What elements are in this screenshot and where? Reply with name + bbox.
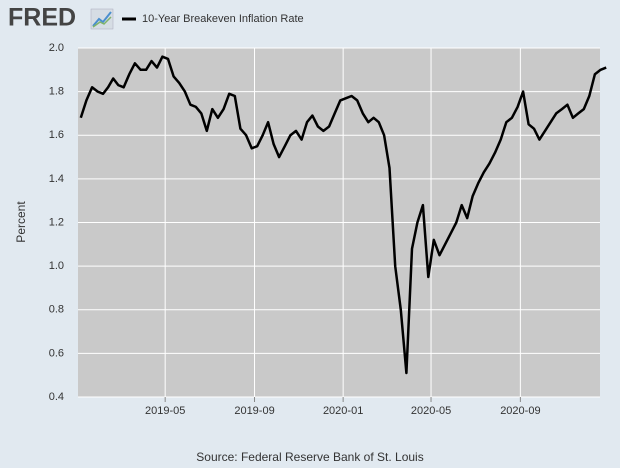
- y-tick-label: 1.8: [49, 86, 64, 98]
- y-tick-label: 1.6: [49, 129, 64, 141]
- x-tick-label: 2020-01: [323, 405, 363, 417]
- y-tick-label: 0.8: [49, 304, 64, 316]
- legend-label: 10-Year Breakeven Inflation Rate: [142, 13, 304, 25]
- y-tick-label: 1.0: [49, 260, 64, 272]
- y-tick-label: 1.4: [49, 173, 64, 185]
- y-tick-label: 1.2: [49, 216, 64, 228]
- x-tick-label: 2020-05: [411, 405, 451, 417]
- logo-icon: [90, 8, 114, 30]
- y-tick-label: 0.6: [49, 347, 64, 359]
- logo: FRED: [8, 4, 76, 32]
- x-tick-label: 2020-09: [500, 405, 540, 417]
- data-line: [79, 55, 607, 375]
- y-axis-label: Percent: [14, 201, 28, 243]
- x-tick-label: 2019-09: [234, 405, 274, 417]
- x-tick-label: 2019-05: [145, 405, 185, 417]
- y-tick-label: 2.0: [49, 42, 64, 54]
- source: Source: Federal Reserve Bank of St. Loui…: [196, 450, 423, 464]
- y-tick-label: 0.4: [49, 391, 64, 403]
